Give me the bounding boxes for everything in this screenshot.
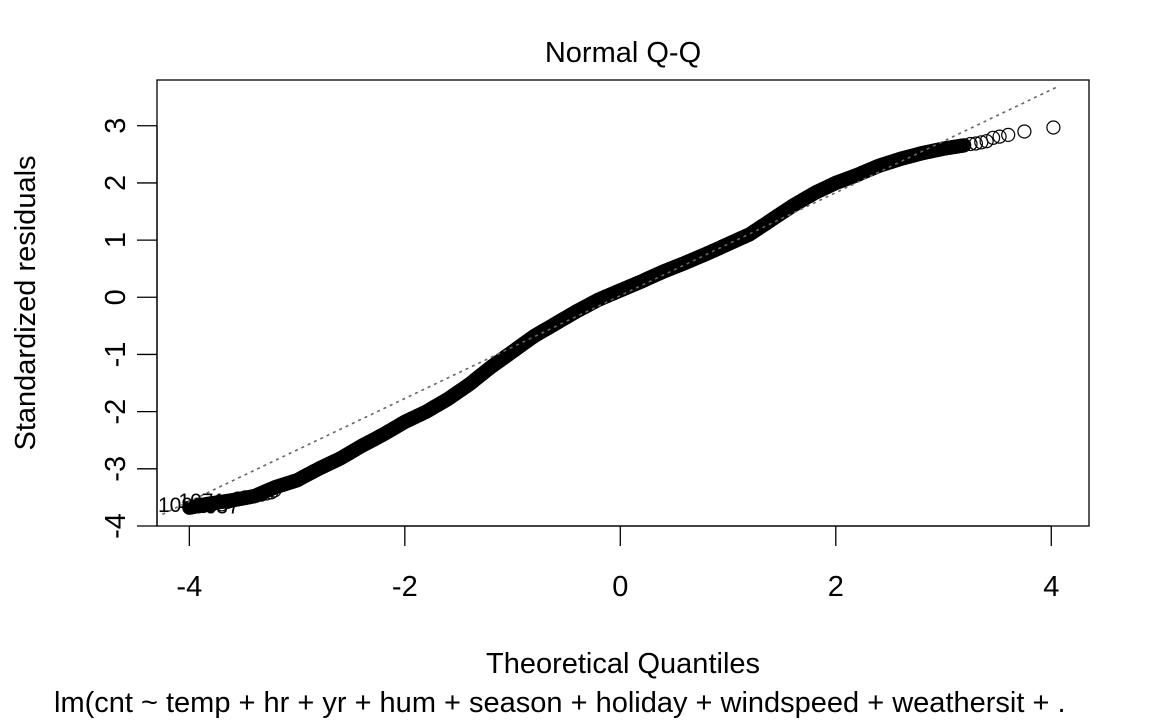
x-tick-label: 4 bbox=[1043, 571, 1059, 603]
chart-title: Normal Q-Q bbox=[545, 37, 701, 69]
point-label: 5637 bbox=[193, 496, 240, 519]
x-tick-label: -2 bbox=[392, 571, 418, 603]
y-tick-label: -2 bbox=[100, 399, 132, 425]
data-point bbox=[238, 490, 253, 505]
x-axis-label: Theoretical Quantiles bbox=[486, 648, 760, 680]
data-points bbox=[182, 120, 1061, 515]
data-point bbox=[979, 134, 994, 149]
data-point bbox=[1001, 127, 1016, 142]
data-point bbox=[992, 129, 1007, 144]
data-point bbox=[1017, 124, 1032, 139]
data-point bbox=[985, 130, 1001, 145]
y-tick-label: 1 bbox=[100, 232, 132, 248]
data-point bbox=[963, 136, 978, 152]
data-point bbox=[254, 487, 269, 502]
data-point bbox=[264, 485, 279, 500]
point-label: 10926 bbox=[158, 494, 216, 517]
data-point bbox=[249, 488, 264, 503]
data-point bbox=[957, 138, 972, 153]
data-point bbox=[243, 489, 258, 504]
y-tick-label: 0 bbox=[100, 289, 132, 305]
y-tick-label: 2 bbox=[100, 175, 132, 191]
data-point bbox=[219, 494, 235, 510]
y-tick-label: -4 bbox=[100, 513, 132, 539]
y-tick-label: -3 bbox=[100, 456, 132, 482]
x-tick-label: 0 bbox=[612, 571, 628, 603]
data-point bbox=[267, 483, 282, 498]
data-point bbox=[203, 498, 218, 513]
y-tick-label: -1 bbox=[100, 342, 132, 368]
y-tick-label: 3 bbox=[100, 118, 132, 134]
data-point bbox=[1046, 120, 1061, 135]
y-axis: -4 -3 -2 -1 0 1 2 3 bbox=[100, 118, 158, 539]
data-point bbox=[187, 499, 202, 514]
x-tick-label: -4 bbox=[176, 571, 202, 603]
y-axis-label: Standardized residuals bbox=[10, 155, 42, 450]
data-point bbox=[968, 136, 984, 151]
x-tick-label: 2 bbox=[828, 571, 844, 603]
data-point bbox=[196, 498, 211, 514]
model-formula-caption: lm(cnt ~ temp + hr + yr + hum + season +… bbox=[54, 687, 1066, 719]
x-axis: -4 -2 0 2 4 bbox=[176, 525, 1059, 603]
point-label: 10710 bbox=[178, 490, 236, 513]
